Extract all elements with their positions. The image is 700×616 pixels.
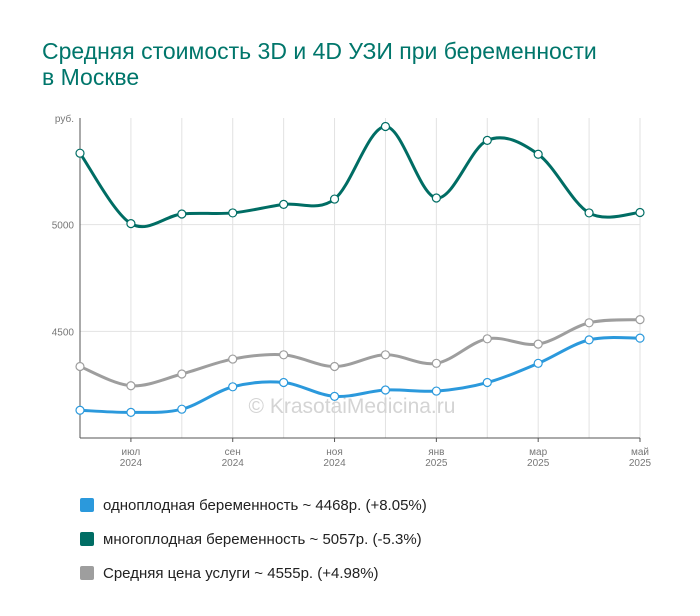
line-chart: 50004500руб.июл2024сен2024ноя2024янв2025…	[52, 113, 652, 469]
legend-label-multiple: многоплодная беременность ~ 5057р. (-5.3…	[103, 530, 422, 548]
data-point	[431, 386, 441, 396]
series-line	[78, 125, 642, 229]
data-point	[279, 350, 289, 360]
data-point	[177, 404, 187, 414]
data-point	[228, 354, 238, 364]
series-average	[75, 315, 645, 391]
x-tick-label-year: 2024	[120, 458, 143, 469]
data-point	[228, 208, 238, 218]
x-tick-label-month: мар	[529, 447, 547, 458]
data-point	[635, 333, 645, 343]
data-point	[533, 358, 543, 368]
x-tick-label-month: май	[631, 447, 649, 458]
x-tick-label-year: 2025	[629, 458, 652, 469]
series-singleton	[75, 333, 645, 417]
data-point	[177, 369, 187, 379]
data-point	[584, 335, 594, 345]
data-point	[75, 361, 85, 372]
x-tick-label-year: 2024	[323, 458, 346, 469]
data-point	[75, 405, 85, 415]
data-point	[431, 193, 441, 203]
x-tick-label-month: янв	[428, 447, 444, 458]
legend-label-singleton: одноплодная беременность ~ 4468р. (+8.05…	[103, 496, 427, 514]
data-point	[126, 381, 136, 391]
data-point	[380, 385, 391, 395]
legend-item-average[interactable]: Средняя цена услуги ~ 4555р. (+4.98%)	[80, 556, 427, 590]
legend-label-average: Средняя цена услуги ~ 4555р. (+4.98%)	[103, 564, 379, 582]
x-tick-label-year: 2025	[425, 458, 448, 469]
y-unit-label: руб.	[55, 113, 74, 125]
data-point	[431, 358, 441, 368]
data-point	[329, 391, 340, 401]
x-tick-label-month: сен	[225, 447, 241, 458]
data-point	[635, 315, 645, 325]
series-multiple	[75, 121, 645, 229]
legend-swatch-average	[80, 566, 94, 580]
x-tick-label-month: июл	[122, 447, 141, 458]
data-point	[584, 318, 594, 328]
data-point	[279, 377, 289, 388]
data-point	[482, 334, 492, 344]
data-point	[126, 219, 136, 229]
data-point	[329, 194, 340, 204]
x-tick-label-year: 2025	[527, 458, 550, 469]
data-point	[482, 135, 492, 145]
data-point	[380, 350, 391, 360]
data-point	[635, 207, 645, 218]
legend-swatch-multiple	[80, 532, 94, 546]
data-point	[584, 208, 594, 218]
x-tick-label-year: 2024	[222, 458, 245, 469]
legend-item-multiple[interactable]: многоплодная беременность ~ 5057р. (-5.3…	[80, 522, 427, 556]
data-point	[75, 148, 85, 158]
data-point	[380, 121, 391, 132]
legend-item-singleton[interactable]: одноплодная беременность ~ 4468р. (+8.05…	[80, 488, 427, 522]
data-point	[279, 199, 289, 209]
data-point	[482, 377, 492, 388]
y-tick-label: 4500	[52, 327, 75, 338]
x-tick-label-month: ноя	[326, 447, 343, 458]
data-point	[126, 407, 136, 417]
data-point	[329, 361, 340, 372]
legend: одноплодная беременность ~ 4468р. (+8.05…	[80, 488, 427, 590]
watermark: © KrasotaiMedicina.ru	[249, 395, 456, 418]
y-tick-label: 5000	[52, 221, 75, 232]
data-point	[177, 209, 187, 219]
data-point	[533, 339, 543, 349]
data-point	[228, 382, 238, 392]
legend-swatch-singleton	[80, 498, 94, 512]
series-line	[78, 318, 642, 388]
data-point	[533, 149, 543, 159]
chart-title: Средняя стоимость 3D и 4D УЗИ при береме…	[42, 38, 597, 90]
